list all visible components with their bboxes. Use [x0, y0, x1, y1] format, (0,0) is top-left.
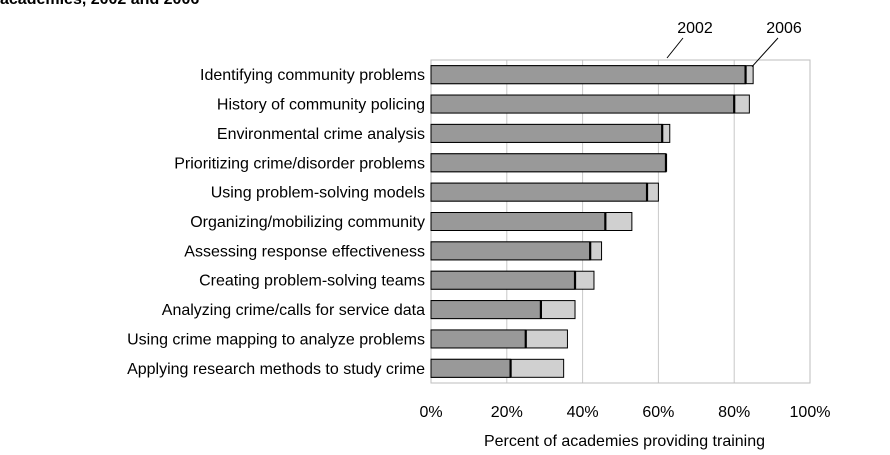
- x-tick-label: 40%: [567, 404, 599, 421]
- x-tick-label: 100%: [790, 404, 831, 421]
- category-labels: Identifying community problems History of…: [127, 67, 425, 378]
- bar-2002: [430, 212, 606, 231]
- category-label: History of community policing: [217, 97, 425, 114]
- x-tick-label: 80%: [718, 404, 750, 421]
- bar-2002: [430, 182, 648, 202]
- bar-2002: [430, 329, 527, 349]
- chart-title: academies, 2002 and 2006: [0, 0, 199, 9]
- bar-2002: [430, 270, 576, 290]
- bar-2002: [430, 65, 747, 85]
- category-label: Environmental crime analysis: [217, 126, 425, 143]
- series-labels: 2002 2006: [666, 20, 802, 68]
- series-label-2002: 2002: [677, 20, 713, 37]
- x-tick-label: 0%: [419, 404, 442, 421]
- x-tick-label: 20%: [491, 404, 523, 421]
- bar-2002: [430, 358, 512, 378]
- x-tick-label: 60%: [642, 404, 674, 421]
- bar-2002: [430, 300, 542, 320]
- category-label: Prioritizing crime/disorder problems: [174, 155, 425, 172]
- category-label: Organizing/mobilizing community: [190, 214, 425, 231]
- category-label: Applying research methods to study crime: [127, 361, 425, 378]
- bar-2002: [430, 241, 591, 261]
- leader-line-2006: [751, 37, 779, 68]
- bar-2002: [430, 94, 735, 114]
- category-label: Analyzing crime/calls for service data: [162, 302, 425, 319]
- x-axis-label: Percent of academies providing training: [484, 433, 765, 450]
- category-label: Using crime mapping to analyze problems: [127, 331, 425, 348]
- bar-2002: [430, 123, 663, 143]
- bar-2002: [430, 153, 667, 173]
- x-tick-labels: 0% 20% 40% 60% 80% 100%: [419, 404, 830, 421]
- category-label: Assessing response effectiveness: [184, 243, 425, 260]
- category-label: Using problem-solving models: [211, 185, 425, 202]
- leader-line-2002: [666, 37, 684, 59]
- category-label: Identifying community problems: [200, 67, 425, 84]
- bars: [430, 65, 754, 378]
- category-label: Creating problem-solving teams: [199, 273, 425, 290]
- series-label-2006: 2006: [766, 20, 802, 37]
